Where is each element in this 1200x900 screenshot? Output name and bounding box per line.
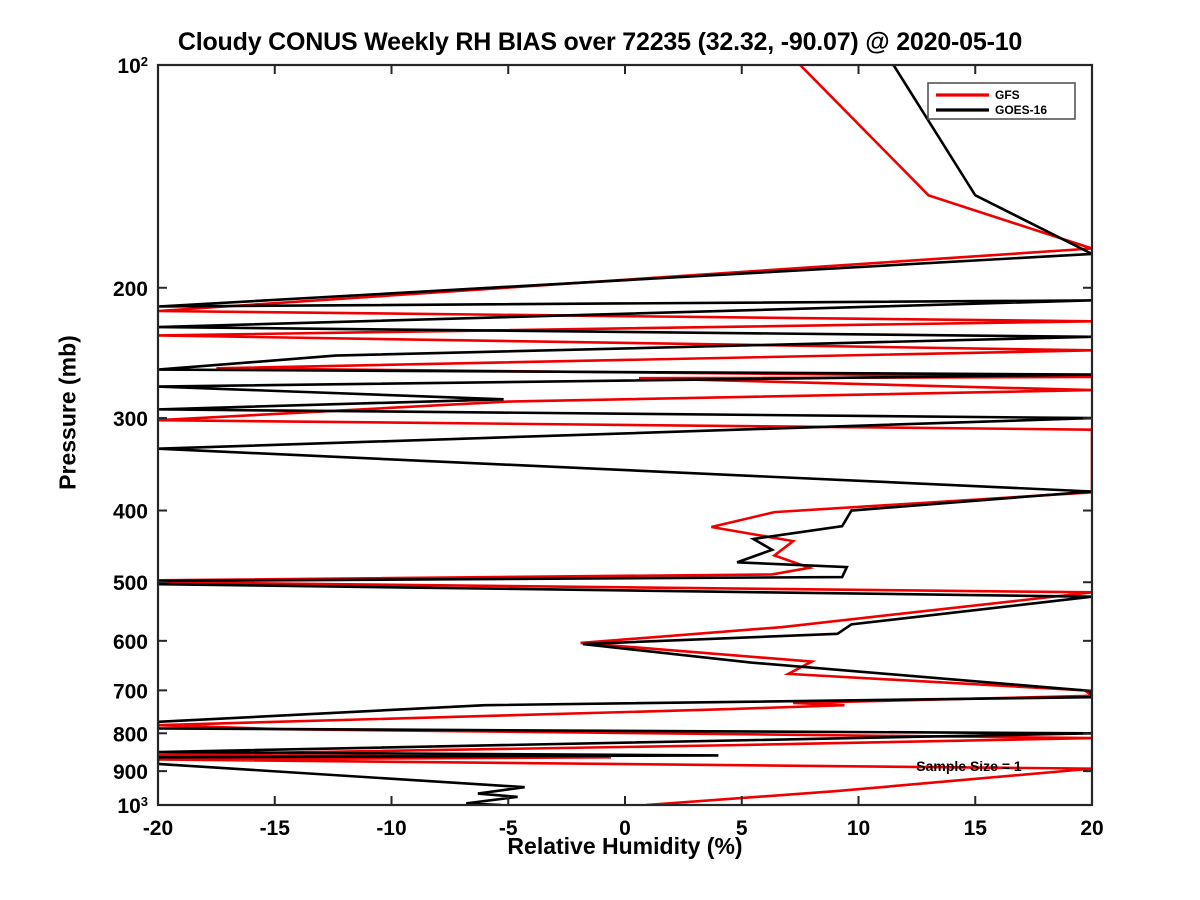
page-title: Cloudy CONUS Weekly RH BIAS over 72235 (…	[177, 28, 1023, 56]
y-tick-label: 200	[113, 278, 148, 301]
y-tick-label: 700	[113, 680, 148, 703]
y-tick-label: 103	[117, 794, 148, 819]
legend-label-gfs: GFS	[995, 88, 1020, 102]
series-line-gfs	[158, 65, 1092, 805]
legend-box	[927, 82, 1076, 120]
x-axis-label: Relative Humidity (%)	[507, 833, 743, 859]
y-tick-label: 400	[113, 501, 148, 524]
legend-label-goes16: GOES-16	[995, 103, 1047, 117]
y-tick-label: 500	[113, 572, 148, 595]
data-series-layer	[158, 65, 1092, 805]
axis-ticks-layer: -20 -15 -10 -5 0 5 10 15 20 102 200 300 400 500 600 700…	[113, 54, 1104, 841]
x-tick-label: 10	[847, 817, 870, 840]
legend: GFS GOES-16	[927, 82, 1076, 120]
x-tick-label: 5	[736, 817, 748, 840]
series-line-goes-16	[158, 65, 1092, 805]
y-tick-label: 800	[113, 723, 148, 746]
x-tick-label: -5	[499, 817, 518, 840]
x-tick-label: -10	[376, 817, 406, 840]
x-tick-label: 15	[964, 817, 988, 840]
y-tick-label: 900	[113, 761, 148, 784]
sample-size-annotation: Sample Size = 1	[916, 758, 1022, 774]
x-tick-label: -15	[260, 817, 291, 840]
x-tick-label: 0	[619, 817, 631, 840]
plot-background	[158, 65, 1092, 805]
x-tick-label: 20	[1080, 817, 1103, 840]
x-tick-label: -20	[143, 817, 173, 840]
y-tick-label: 600	[113, 631, 148, 654]
y-tick-label: 102	[117, 54, 148, 79]
y-tick-label: 300	[113, 408, 148, 431]
